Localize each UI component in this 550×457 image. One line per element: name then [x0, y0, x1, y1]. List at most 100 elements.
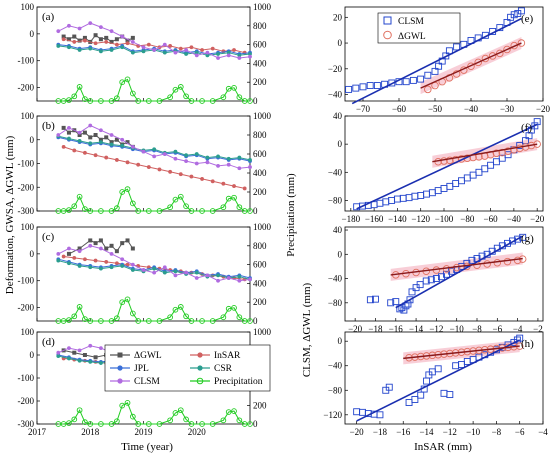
precipitation-point: [172, 86, 179, 93]
clsm-point: [88, 343, 93, 348]
csr-point: [99, 140, 103, 145]
precipitation-point: [241, 318, 248, 324]
csr-point: [152, 147, 157, 152]
precipitation-point: [241, 421, 248, 427]
gwl-point: [125, 38, 130, 43]
panel-label: (e): [521, 13, 534, 25]
clsm-point: [67, 23, 71, 28]
y-tick-label: −40: [328, 90, 343, 100]
x-tick-label: −140: [388, 214, 407, 224]
precipitation-point: [177, 304, 184, 310]
clsm-point: [487, 161, 495, 169]
clsm-point: [184, 48, 189, 52]
x-tick-label: −16: [389, 324, 404, 334]
precipitation-point: [119, 79, 126, 86]
precipitation-point: [124, 296, 131, 303]
precipitation-point: [199, 208, 205, 214]
clsm-point: [424, 71, 432, 79]
y2-tick-label: 1000: [253, 111, 272, 121]
precipitation-point: [209, 318, 216, 324]
x-tick-label: −40: [507, 214, 522, 224]
precipitation-point: [66, 420, 72, 426]
precipitation-point: [247, 208, 253, 214]
csr-point: [77, 358, 82, 363]
legend-jpl-marker: [117, 365, 123, 371]
y2-tick-label: 400: [253, 168, 267, 178]
x-tick-label: 2017: [28, 427, 47, 437]
clsm-point: [173, 50, 178, 55]
clsm-point: [152, 48, 157, 52]
y2-tick-label: 200: [253, 187, 267, 197]
gwl-point: [125, 238, 130, 243]
x-tick-label: −60: [392, 104, 407, 114]
precipitation-point: [156, 98, 163, 104]
y-tick-label: 0: [338, 139, 343, 149]
legend-scatter-box: [377, 12, 461, 44]
clsm-point: [400, 306, 408, 314]
y-tick-label: 0: [338, 38, 343, 48]
precipitation-point: [87, 421, 94, 427]
x-tick-label: −30: [500, 104, 515, 114]
y-tick-label: −80: [328, 385, 343, 395]
clsm-point: [359, 83, 367, 91]
precipitation-point: [231, 194, 237, 201]
csr-point: [88, 141, 93, 146]
precipitation-point: [114, 315, 120, 322]
clsm-point: [434, 365, 442, 373]
precipitation-point: [82, 96, 88, 102]
y-tick-label: −80: [328, 298, 343, 308]
gwl-point: [72, 34, 77, 39]
insar-point: [83, 257, 87, 262]
precipitation-point: [247, 421, 253, 427]
y-tick-label: -100: [18, 56, 35, 66]
gwl-point: [481, 54, 490, 63]
csr-point: [67, 261, 71, 266]
y2-tick-label: 200: [253, 297, 267, 307]
x-tick-label: −100: [435, 214, 454, 224]
y-tick-label: 100: [21, 327, 35, 337]
precipitation-point: [98, 421, 104, 427]
panel-label: (c): [42, 231, 55, 243]
csr-point: [77, 139, 82, 143]
clsm-point: [387, 299, 395, 307]
legend-csr-marker: [197, 365, 203, 371]
gwl-point: [77, 246, 82, 251]
precipitation-point: [231, 304, 237, 311]
clsm-point: [226, 53, 231, 58]
insar-point: [125, 262, 130, 267]
gwl-point: [498, 148, 506, 157]
clsm-point: [99, 25, 103, 30]
clsm-point: [492, 158, 500, 166]
csr-point: [56, 44, 61, 48]
y2-tick-label: 0: [253, 419, 258, 429]
precipitation-point: [172, 410, 179, 416]
csr-point: [237, 53, 242, 58]
gwl-point: [492, 149, 501, 158]
precipitation-point: [167, 314, 173, 321]
clsm-point: [194, 276, 199, 280]
precipitation-point: [87, 208, 94, 214]
clsm-point: [56, 29, 61, 34]
x-tick-label: −14: [409, 324, 424, 334]
precipitation-point: [225, 195, 232, 202]
gwl-point: [66, 251, 71, 256]
clsm-point: [510, 11, 518, 19]
precipitation-point: [145, 318, 152, 324]
insar-point: [232, 184, 236, 188]
panel-label: (f): [521, 122, 532, 134]
precipitation-point: [209, 421, 216, 427]
precipitation-point: [199, 318, 205, 324]
precipitation-point: [231, 84, 237, 91]
clsm-point: [99, 246, 103, 251]
gwl-point: [77, 133, 82, 137]
insar-point: [221, 181, 226, 186]
clsm-point: [56, 251, 61, 256]
legend-gwl-marker: [117, 352, 123, 358]
clsm-point: [77, 348, 82, 353]
precipitation-point: [145, 208, 152, 214]
insar-point: [72, 148, 77, 153]
precipitation-point: [124, 399, 131, 406]
y-tick-label: −40: [328, 274, 343, 284]
x-tick-label: −8: [492, 427, 502, 437]
